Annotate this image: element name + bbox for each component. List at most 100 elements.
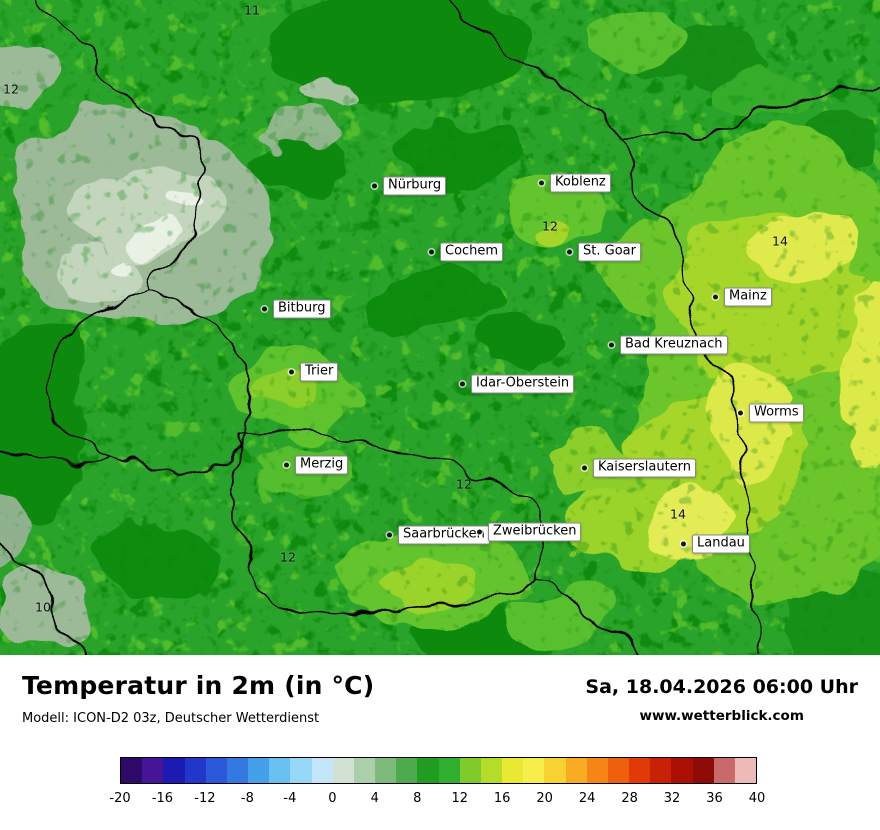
legend-tick: -12 <box>194 791 216 806</box>
legend-color-segment <box>692 758 714 783</box>
model-info: Modell: ICON-D2 03z, Deutscher Wetterdie… <box>22 711 320 726</box>
city-label: Zweibrücken <box>488 522 582 542</box>
legend-color-segment <box>353 758 376 783</box>
temp-value-label: 11 <box>244 2 260 18</box>
city-marker: Idar-Oberstein <box>460 374 575 394</box>
temp-value-label: 14 <box>670 506 686 522</box>
legend-color-segment <box>184 758 206 783</box>
legend-color-segment <box>523 758 545 783</box>
city-dot <box>477 529 482 535</box>
legend-tick: 0 <box>328 791 337 806</box>
city-label: Idar-Oberstein <box>471 374 575 394</box>
legend-tick: 28 <box>621 791 638 806</box>
city-dot <box>289 369 294 375</box>
city-dot <box>429 249 434 255</box>
legend-color-segment <box>311 758 333 783</box>
city-dot <box>713 294 718 300</box>
legend-color-segment <box>396 758 418 783</box>
city-label: Kaiserslautern <box>593 458 697 478</box>
legend-tick: -16 <box>151 791 174 806</box>
temp-value-label: 12 <box>3 81 19 97</box>
legend-tick: 40 <box>748 791 766 806</box>
city-marker: Mainz <box>713 287 772 307</box>
city-marker: Worms <box>738 403 804 423</box>
city-label: Bitburg <box>273 299 331 319</box>
legend-color-segment <box>248 758 270 783</box>
city-dot <box>284 462 289 468</box>
city-label: Merzig <box>295 455 349 475</box>
legend-color-segment <box>713 758 735 783</box>
legend-color-segment <box>417 758 439 783</box>
city-marker: Cochem <box>429 242 504 262</box>
legend-tick: -4 <box>283 791 297 806</box>
legend-color-segment <box>205 758 227 783</box>
legend-color-segment <box>565 758 587 783</box>
city-dot <box>681 541 686 547</box>
title-block: Temperatur in 2m (in °C) Modell: ICON-D2… <box>22 671 374 726</box>
legend-tick-labels: -20 -16 -12 -8 -4 0 4 8 12 16 20 24 28 32 36 40 <box>109 791 765 809</box>
legend-color-segment <box>586 758 608 783</box>
city-dot <box>460 381 465 387</box>
city-marker: Nürburg <box>372 176 447 196</box>
legend-tick: 12 <box>451 791 468 806</box>
city-marker: Saarbrücken <box>387 525 490 545</box>
city-label: Nürburg <box>383 176 447 196</box>
legend-color-segment <box>375 758 397 783</box>
city-dot <box>738 410 743 416</box>
legend-color-segment <box>332 758 354 783</box>
city-label: Landau <box>692 534 750 554</box>
legend-color-segment <box>163 758 185 783</box>
legend-tick: 24 <box>578 791 596 806</box>
temp-value-label: 10 <box>35 599 51 615</box>
city-dot <box>372 183 377 189</box>
legend-tick: -20 <box>109 791 131 806</box>
legend-color-segment <box>480 758 503 783</box>
city-label: Cochem <box>440 242 504 262</box>
city-marker: Trier <box>289 362 339 382</box>
city-label: Saarbrücken <box>398 525 490 545</box>
city-label: Trier <box>300 362 339 382</box>
city-marker: Koblenz <box>539 173 611 193</box>
city-dot <box>539 180 544 186</box>
temperature-field-svg <box>0 0 880 655</box>
temp-value-label: 14 <box>772 233 788 249</box>
city-layer: Nürburg Koblenz Cochem St. Goar Bitburg Mainz… <box>262 173 804 554</box>
color-legend: -20 -16 -12 -8 -4 0 4 8 12 16 20 24 28 32 36 40 <box>109 757 765 809</box>
page-title: Temperatur in 2m (in °C) <box>22 671 375 700</box>
legend-color-segment <box>629 758 651 783</box>
city-dot <box>582 465 587 471</box>
legend-color-segment <box>226 758 249 783</box>
city-label: Worms <box>749 403 804 423</box>
city-dot <box>387 532 392 538</box>
city-label: Bad Kreuznach <box>620 335 728 355</box>
legend-color-segment <box>459 758 481 783</box>
city-marker: Landau <box>681 534 750 554</box>
legend-color-segment <box>142 758 164 783</box>
city-dot <box>262 306 267 312</box>
temp-value-label: 12 <box>280 549 296 565</box>
legend-color-segment <box>290 758 312 783</box>
temp-value-label: 12 <box>456 476 472 492</box>
legend-tick: 4 <box>370 791 379 806</box>
legend-color-segment <box>734 758 757 783</box>
legend-color-segment <box>607 758 630 783</box>
city-marker: Zweibrücken <box>477 522 582 542</box>
legend-color-segment <box>671 758 693 783</box>
temperature-map: Nürburg Koblenz Cochem St. Goar Bitburg Mainz… <box>0 0 880 655</box>
city-marker: Merzig <box>284 455 349 475</box>
info-panel: Temperatur in 2m (in °C) Modell: ICON-D2… <box>0 655 880 830</box>
legend-tick: -8 <box>240 791 254 806</box>
legend-tick: 20 <box>536 791 553 806</box>
legend-color-segment <box>502 758 524 783</box>
legend-tick: 8 <box>413 791 422 806</box>
city-dot <box>567 249 572 255</box>
legend-colorbar <box>120 757 757 784</box>
legend-color-segment <box>121 758 143 783</box>
city-label: Koblenz <box>550 173 611 193</box>
legend-color-segment <box>438 758 460 783</box>
temp-label-layer: 11 12 12 14 12 14 12 10 <box>3 2 788 615</box>
city-marker: Bad Kreuznach <box>609 335 728 355</box>
city-label: St. Goar <box>578 242 641 262</box>
datetime-block: Sa, 18.04.2026 06:00 Uhr www.wetterblick… <box>585 676 858 724</box>
legend-tick: 16 <box>493 791 511 806</box>
